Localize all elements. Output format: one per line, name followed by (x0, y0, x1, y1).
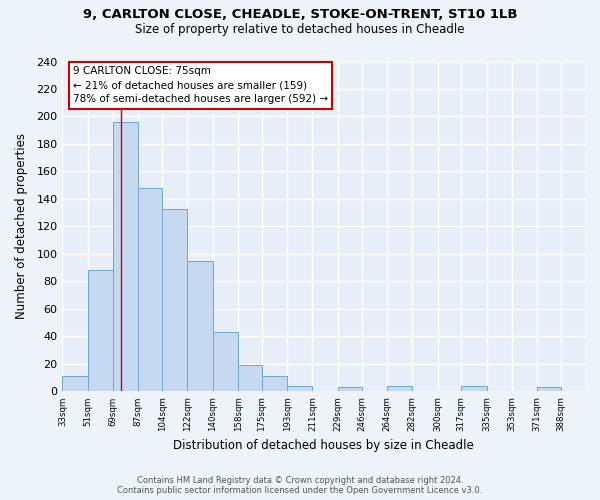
X-axis label: Distribution of detached houses by size in Cheadle: Distribution of detached houses by size … (173, 440, 474, 452)
Bar (461, 386, 487, 392)
Bar (262, 376, 287, 392)
Bar (138, 188, 162, 392)
Bar (88, 270, 113, 392)
Text: 9 CARLTON CLOSE: 75sqm
← 21% of detached houses are smaller (159)
78% of semi-de: 9 CARLTON CLOSE: 75sqm ← 21% of detached… (73, 66, 328, 104)
Bar (287, 386, 313, 392)
Bar (238, 366, 262, 392)
Bar (387, 386, 412, 392)
Bar (537, 388, 561, 392)
Bar (338, 388, 362, 392)
Bar (62, 376, 88, 392)
Bar (162, 208, 187, 392)
Bar (187, 261, 213, 392)
Bar (213, 332, 238, 392)
Y-axis label: Number of detached properties: Number of detached properties (15, 134, 28, 320)
Text: 9, CARLTON CLOSE, CHEADLE, STOKE-ON-TRENT, ST10 1LB: 9, CARLTON CLOSE, CHEADLE, STOKE-ON-TREN… (83, 8, 517, 20)
Bar (113, 122, 138, 392)
Text: Contains HM Land Registry data © Crown copyright and database right 2024.
Contai: Contains HM Land Registry data © Crown c… (118, 476, 482, 495)
Text: Size of property relative to detached houses in Cheadle: Size of property relative to detached ho… (135, 22, 465, 36)
